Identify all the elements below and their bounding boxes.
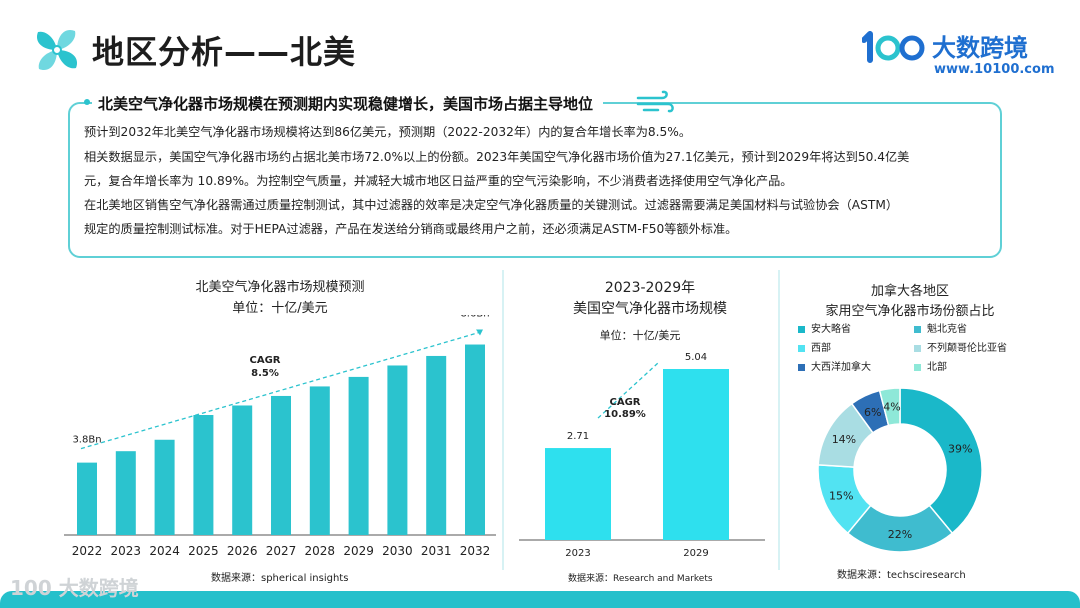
chart1-first-label: 3.8Bn [72, 435, 101, 446]
chart1-x-tick: 2031 [421, 544, 452, 558]
chart3-source: 数据来源：techsciresearch [837, 570, 966, 581]
summary-heading: 北美空气净化器市场规模在预测期内实现稳健增长，美国市场占据主导地位 [83, 93, 604, 114]
chart2-title: 2023-2029年 [604, 280, 696, 296]
chart1-x-tick: 2023 [111, 544, 142, 558]
legend-swatch [798, 363, 805, 371]
chart1-bar [465, 344, 485, 535]
chart2-cagr-label: CAGR [610, 397, 641, 408]
brand-url[interactable]: www.10100.com [934, 62, 1055, 77]
chart1-bar [309, 386, 330, 535]
chart3-slice-label: 22% [888, 528, 912, 541]
summary-line: 元，复合年增长率为 10.89%。为控制空气质量，并减轻大城市地区日益严重的空气… [84, 174, 793, 188]
chart1-bar [115, 451, 136, 535]
chart3-slice-label: 15% [829, 489, 853, 502]
legend-item: 魁北克省 [914, 320, 967, 335]
chart2-bar [545, 448, 611, 540]
chart1-x-tick: 2030 [382, 544, 413, 558]
chart1-bar [348, 376, 369, 535]
legend-item: 北部 [914, 358, 947, 373]
chart2-x-tick: 2029 [683, 548, 708, 559]
chart1-trend-line [80, 331, 480, 450]
legend-swatch [914, 363, 921, 371]
chart1-x-tick: 2026 [227, 544, 258, 558]
chart2-x-tick: 2023 [565, 548, 590, 559]
chart1-x-tick: 2024 [149, 544, 180, 558]
chart3-slice [878, 387, 901, 427]
legend-swatch [798, 344, 805, 352]
chart3-slice-label: 6% [864, 406, 881, 419]
chart2-data-label: 2.71 [567, 431, 589, 442]
legend-label: 大西洋加拿大 [811, 362, 871, 373]
chart1-cagr-value: 8.5% [251, 368, 279, 379]
chart2-source: 数据来源：Research and Markets [568, 574, 713, 584]
legend-label: 西部 [811, 343, 831, 354]
chart1-svg: 2022 2023 2024 2025 2026 2027 2028 2029 2030 2031… [64, 315, 496, 558]
legend-item: 大西洋加拿大 [798, 358, 871, 373]
chart1-x-tick: 2028 [305, 544, 336, 558]
brand-name: 大数跨境 [932, 34, 1028, 62]
chart1-bar [193, 415, 214, 535]
chart1-x-tick: 2029 [343, 544, 374, 558]
legend-label: 北部 [927, 362, 947, 373]
chart2-bar [663, 369, 729, 540]
chart3-slice-label: 39% [948, 442, 972, 455]
legend-item: 安大略省 [798, 320, 851, 335]
chart1-bar [154, 439, 175, 535]
summary-line: 预计到2032年北美空气净化器市场规模将达到86亿美元，预测期（2022-203… [84, 125, 692, 139]
chart2-cagr-value: 10.89% [604, 409, 646, 420]
summary-line: 相关数据显示，美国空气净化器市场约占据北美市场72.0%以上的份额。2023年美… [84, 150, 910, 164]
chart1-bar [387, 365, 408, 535]
chart1-bar [271, 395, 291, 535]
wind-icon [636, 90, 676, 120]
divider [778, 270, 780, 570]
legend-item: 不列颠哥伦比亚省 [914, 339, 1007, 354]
chart3-slice [899, 387, 983, 535]
watermark-mark: 100 [10, 576, 52, 600]
legend-label: 魁北克省 [927, 324, 967, 335]
watermark-text: 大数跨境 [58, 576, 139, 600]
chart3-svg: 39% 22% 15% 14% 6% 4% [817, 387, 983, 553]
summary-line: 在北美地区销售空气净化器需通过质量控制测试，其中过滤器的效率是决定空气净化器质量… [84, 198, 899, 212]
legend-swatch [914, 325, 921, 333]
divider [502, 270, 504, 570]
brand-mark-icon [861, 31, 925, 63]
chart1-x-tick: 2032 [460, 544, 491, 558]
chart1-last-label: 8.6Bn [460, 315, 489, 320]
legend-label: 安大略省 [811, 324, 851, 335]
page-title: 地区分析——北美 [92, 33, 357, 71]
chart3-title2: 家用空气净化器市场份额占比 [825, 304, 995, 319]
chart1-x-tick: 2027 [266, 544, 297, 558]
pinwheel-logo-icon [28, 24, 86, 76]
chart1-cagr-label: CAGR [250, 355, 281, 366]
brand-logo: 大数跨境 www.10100.com [861, 24, 1055, 77]
chart1-title: 北美空气净化器市场规模预测 [195, 280, 365, 295]
chart1-bar [77, 462, 97, 535]
chart1-trend-arrow [476, 329, 483, 336]
chart3-slice-label: 4% [883, 401, 900, 414]
watermark: 100 大数跨境 [10, 572, 139, 601]
legend-label: 不列颠哥伦比亚省 [927, 343, 1007, 354]
chart1-x-tick: 2022 [72, 544, 103, 558]
summary-line: 规定的质量控制测试标准。对于HEPA过滤器，产品在发送给分销商或最终用户之前，还… [84, 222, 738, 236]
chart1-bar [426, 355, 447, 535]
chart1-bar [232, 405, 253, 535]
chart1-source: 数据来源：spherical insights [211, 573, 349, 584]
chart2-data-label: 5.04 [685, 352, 707, 363]
legend-swatch [914, 344, 921, 352]
chart3-title: 加拿大各地区 [870, 284, 949, 299]
footer-bar [0, 591, 1080, 608]
chart1-subtitle: 单位：十亿/美元 [232, 301, 328, 316]
chart2-title2: 美国空气净化器市场规模 [573, 301, 727, 317]
chart1-x-tick: 2025 [188, 544, 219, 558]
chart3-slice-label: 14% [832, 433, 856, 446]
legend-swatch [798, 325, 805, 333]
legend-item: 西部 [798, 339, 831, 354]
chart2-subtitle: 单位：十亿/美元 [599, 329, 681, 342]
